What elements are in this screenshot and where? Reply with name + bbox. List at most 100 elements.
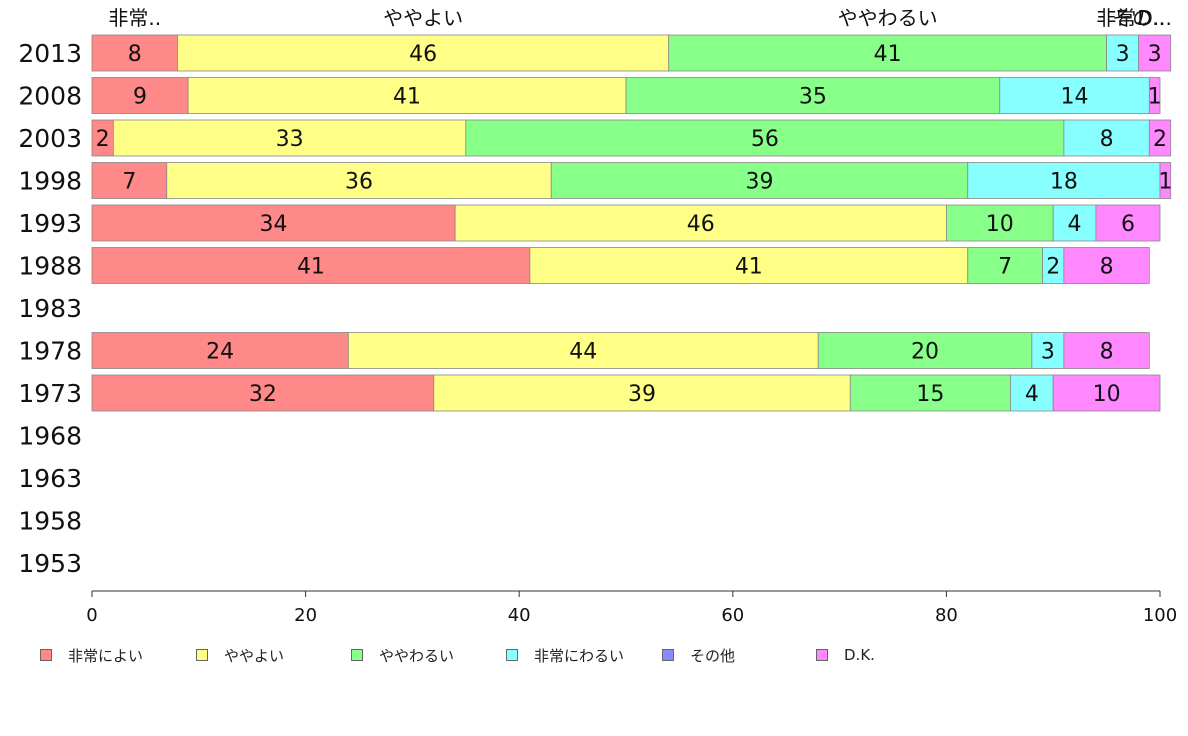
bar-segment [1052,374,1161,412]
year-label: 1978 [18,337,82,366]
data-label: 20 [911,340,939,365]
bar-segment [112,119,467,157]
bar-segment [433,374,851,412]
data-label: 41 [393,85,421,110]
legend-swatch [196,649,208,661]
data-label: 32 [249,382,277,407]
data-label: 6 [1121,212,1135,237]
data-label: 56 [751,127,779,152]
bar-segment [849,374,1011,412]
bar-segment [91,374,435,412]
data-label: 3 [1148,42,1162,67]
bar-segment [817,332,1033,369]
data-label: 39 [746,170,774,195]
year-label: 2013 [18,39,82,68]
legend-swatch [40,649,52,661]
legend-item: その他 [662,644,735,666]
legend-swatch [816,649,828,661]
year-label: 1968 [18,422,82,451]
legend-swatch [351,649,363,661]
data-label: 41 [874,42,902,67]
data-label: 8 [1100,255,1114,280]
bar-segment [967,247,1043,284]
legend-label: 非常によい [68,646,144,665]
legend-label: その他 [690,646,736,665]
year-label: 1998 [18,167,82,196]
data-label: 14 [1061,85,1089,110]
top-series-label: その.. [1112,6,1165,30]
legend-label: D.K. [844,646,875,664]
bar-segment [91,34,178,72]
bar-segment [946,204,1054,242]
data-label: 1 [1148,85,1162,110]
data-label: 2 [1046,255,1060,280]
bar-segment [550,162,969,199]
year-label: 1988 [18,252,82,281]
data-label: 34 [260,212,288,237]
legend-label: ややよい [224,646,285,665]
bar-segment [91,332,349,369]
legend-label: ややわるい [379,646,455,665]
legend-swatch [506,649,518,661]
data-label: 3 [1116,42,1130,67]
bar-segment [1159,162,1172,199]
x-tick-label: 60 [721,605,744,626]
x-tick-label: 100 [1143,605,1177,626]
data-label: 46 [409,42,437,67]
legend-item: ややわるい [351,644,454,666]
data-label: 41 [735,255,763,280]
top-series-label: D... [1137,6,1171,30]
legend-item: D.K. [816,644,875,666]
bar-segment [347,332,819,369]
data-label: 24 [206,340,234,365]
data-label: 2 [1153,127,1167,152]
bar-segment [1138,34,1172,72]
bar-segment [1063,119,1150,157]
top-series-label: ややよい [383,6,463,30]
legend-item: ややよい [196,644,284,666]
bar-segment [967,162,1161,199]
bar-segment [166,162,552,199]
year-label: 2008 [18,82,82,111]
legend: 非常によい ややよい ややわるい 非常にわるい その他 D.K. [40,644,1160,666]
legend-label: 非常にわるい [534,646,625,665]
year-label: 2003 [18,124,82,153]
data-label: 15 [916,382,944,407]
bar-segment [1095,204,1161,242]
bar-segment [454,204,947,242]
x-tick-label: 80 [935,605,958,626]
data-label: 7 [998,255,1012,280]
bar-segment [187,77,627,114]
year-label: 1983 [18,294,82,323]
legend-item: 非常によい [40,644,143,666]
bar-segment [1063,247,1150,284]
bar-segment [91,204,456,242]
x-tick-label: 0 [86,605,97,626]
data-label: 3 [1041,340,1055,365]
year-label: 1963 [18,464,82,493]
data-label: 1 [1158,170,1172,195]
bar-segment [1148,77,1161,114]
data-label: 33 [276,127,304,152]
data-label: 4 [1068,212,1082,237]
data-label: 2 [96,127,110,152]
x-tick-label: 20 [294,605,317,626]
data-label: 4 [1025,382,1039,407]
data-label: 10 [986,212,1014,237]
top-series-label: 非常.. [1096,6,1149,30]
data-label: 8 [1100,127,1114,152]
year-label: 1953 [18,549,82,578]
data-label: 46 [687,212,715,237]
bar-segment [529,247,969,284]
bar-segment [1052,204,1097,242]
bar-segment [625,77,1001,114]
bar-segment [1063,332,1150,369]
year-label: 1958 [18,507,82,536]
bar-segment [1148,119,1172,157]
bar-segment [91,247,531,284]
bar-segment [465,119,1065,157]
bar-segment [91,77,189,114]
top-series-label: 非常.. [108,6,161,30]
legend-swatch [662,649,674,661]
